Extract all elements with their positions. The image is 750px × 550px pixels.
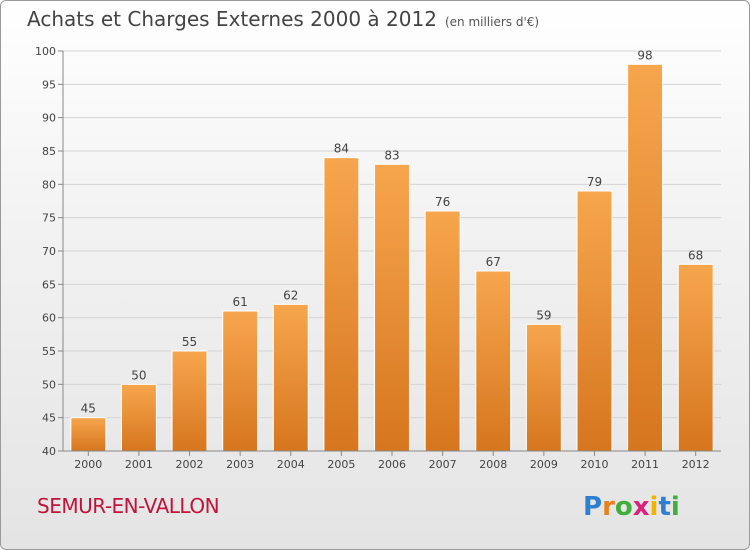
x-tick-label: 2001 bbox=[125, 458, 153, 471]
chart-title: Achats et Charges Externes 2000 à 2012 (e… bbox=[27, 7, 539, 31]
y-tick-label: 40 bbox=[42, 445, 56, 458]
bar bbox=[120, 383, 157, 452]
bar bbox=[576, 190, 613, 452]
data-label: 61 bbox=[233, 295, 248, 309]
bar-layer: 45 50 55 61 62 84 83 76 67 59 79 98 68 bbox=[70, 48, 714, 452]
x-tick-label: 2012 bbox=[682, 458, 710, 471]
chart-title-text: Achats et Charges Externes 2000 à 2012 bbox=[27, 7, 437, 31]
bar bbox=[525, 323, 562, 452]
x-tick-label: 2003 bbox=[226, 458, 254, 471]
y-tick-label: 85 bbox=[42, 145, 56, 158]
x-tick-label: 2005 bbox=[327, 458, 355, 471]
y-tick-label: 65 bbox=[42, 278, 56, 291]
place-name: SEMUR-EN-VALLON bbox=[37, 494, 220, 518]
y-tick-label: 100 bbox=[35, 45, 56, 58]
bar bbox=[70, 417, 107, 452]
y-tick-label: 55 bbox=[42, 345, 56, 358]
data-label: 98 bbox=[637, 48, 652, 62]
y-tick-label: 95 bbox=[42, 78, 56, 91]
axis-layer: 40 45 50 55 60 65 70 75 80 85 90 95 100 2000 2001 2002 2… bbox=[35, 45, 721, 471]
data-label: 79 bbox=[587, 175, 602, 189]
x-tick-label: 2007 bbox=[429, 458, 457, 471]
y-tick-label: 75 bbox=[42, 212, 56, 225]
chart-unit: (en milliers d'€) bbox=[444, 15, 540, 29]
data-label: 45 bbox=[81, 402, 96, 416]
proxiti-logo: Proxiti bbox=[583, 492, 680, 522]
x-tick-label: 2002 bbox=[176, 458, 204, 471]
x-tick-label: 2004 bbox=[277, 458, 305, 471]
y-tick-label: 60 bbox=[42, 312, 56, 325]
bar bbox=[171, 350, 208, 452]
data-label: 62 bbox=[283, 288, 298, 302]
y-tick-label: 45 bbox=[42, 412, 56, 425]
data-label: 84 bbox=[334, 142, 349, 156]
bar bbox=[374, 163, 410, 452]
svg-text:Proxiti: Proxiti bbox=[583, 492, 680, 522]
y-tick-label: 80 bbox=[42, 178, 56, 191]
x-tick-label: 2008 bbox=[479, 458, 507, 471]
data-label: 68 bbox=[688, 248, 703, 262]
bar bbox=[272, 303, 309, 452]
y-tick-label: 90 bbox=[42, 112, 56, 125]
bar bbox=[627, 63, 664, 452]
x-tick-label: 2010 bbox=[580, 458, 608, 471]
data-label: 67 bbox=[486, 255, 501, 269]
data-label: 76 bbox=[435, 195, 450, 209]
x-tick-label: 2000 bbox=[74, 458, 102, 471]
bar bbox=[323, 157, 360, 452]
bar bbox=[424, 210, 461, 452]
y-tick-label: 50 bbox=[42, 378, 56, 391]
bar bbox=[677, 263, 714, 452]
x-tick-label: 2009 bbox=[530, 458, 558, 471]
data-label: 50 bbox=[131, 368, 146, 382]
bar bbox=[222, 310, 259, 452]
data-label: 59 bbox=[536, 308, 551, 322]
y-tick-label: 70 bbox=[42, 245, 56, 258]
x-tick-label: 2011 bbox=[631, 458, 659, 471]
bar bbox=[475, 270, 512, 452]
data-label: 55 bbox=[182, 335, 197, 349]
x-tick-label: 2006 bbox=[378, 458, 406, 471]
data-label: 83 bbox=[384, 148, 399, 162]
